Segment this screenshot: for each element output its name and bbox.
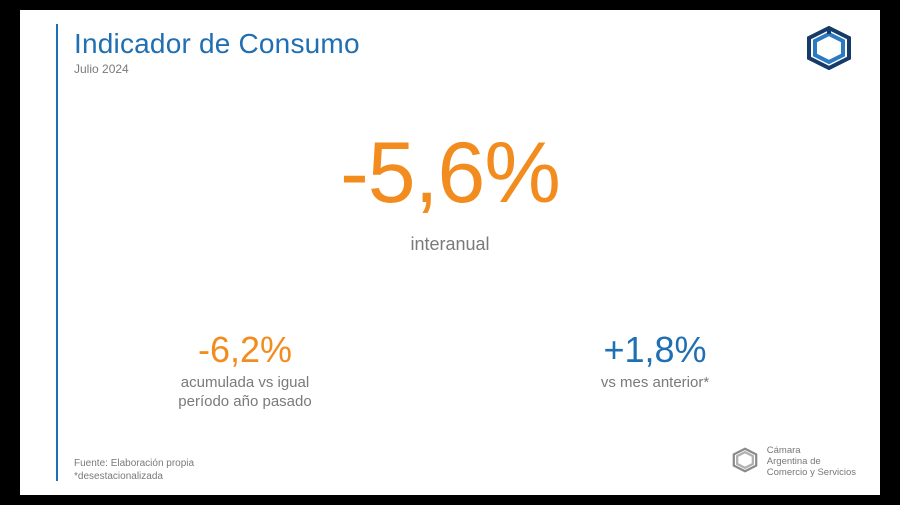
- footer-line1: Fuente: Elaboración propia: [74, 457, 194, 470]
- secondary-right-label: vs mes anterior*: [530, 374, 780, 393]
- org-line1: Cámara: [767, 445, 801, 456]
- secondary-left-value: -6,2%: [120, 332, 370, 368]
- secondary-metrics-row: -6,2% acumulada vs igual período año pas…: [20, 332, 880, 412]
- secondary-left-label: acumulada vs igual período año pasado: [120, 374, 370, 412]
- org-line3: Comercio y Servicios: [767, 467, 856, 478]
- secondary-right-value: +1,8%: [530, 332, 780, 368]
- secondary-metric-right: +1,8% vs mes anterior*: [530, 332, 780, 412]
- headline-value: -5,6%: [20, 130, 880, 216]
- org-line2: Argentina de: [767, 456, 821, 467]
- headline-label: interanual: [20, 234, 880, 255]
- header: Indicador de Consumo Julio 2024: [74, 28, 360, 76]
- org-logo-icon: [731, 447, 759, 478]
- secondary-metric-left: -6,2% acumulada vs igual período año pas…: [120, 332, 370, 412]
- org-brand: Cámara Argentina de Comercio y Servicios: [731, 446, 856, 479]
- footer-notes: Fuente: Elaboración propia *desestaciona…: [74, 457, 194, 483]
- slide-title: Indicador de Consumo: [74, 28, 360, 60]
- logo-icon: [804, 26, 854, 75]
- secondary-right-label-l1: vs mes anterior*: [601, 374, 709, 391]
- org-name: Cámara Argentina de Comercio y Servicios: [767, 446, 856, 479]
- footer-line2: *desestacionalizada: [74, 470, 194, 483]
- secondary-left-label-l2: período año pasado: [178, 393, 311, 410]
- slide: Indicador de Consumo Julio 2024 -5,6% in…: [20, 10, 880, 495]
- secondary-left-label-l1: acumulada vs igual: [181, 374, 309, 391]
- headline-metric: -5,6% interanual: [20, 130, 880, 255]
- slide-subtitle: Julio 2024: [74, 62, 360, 76]
